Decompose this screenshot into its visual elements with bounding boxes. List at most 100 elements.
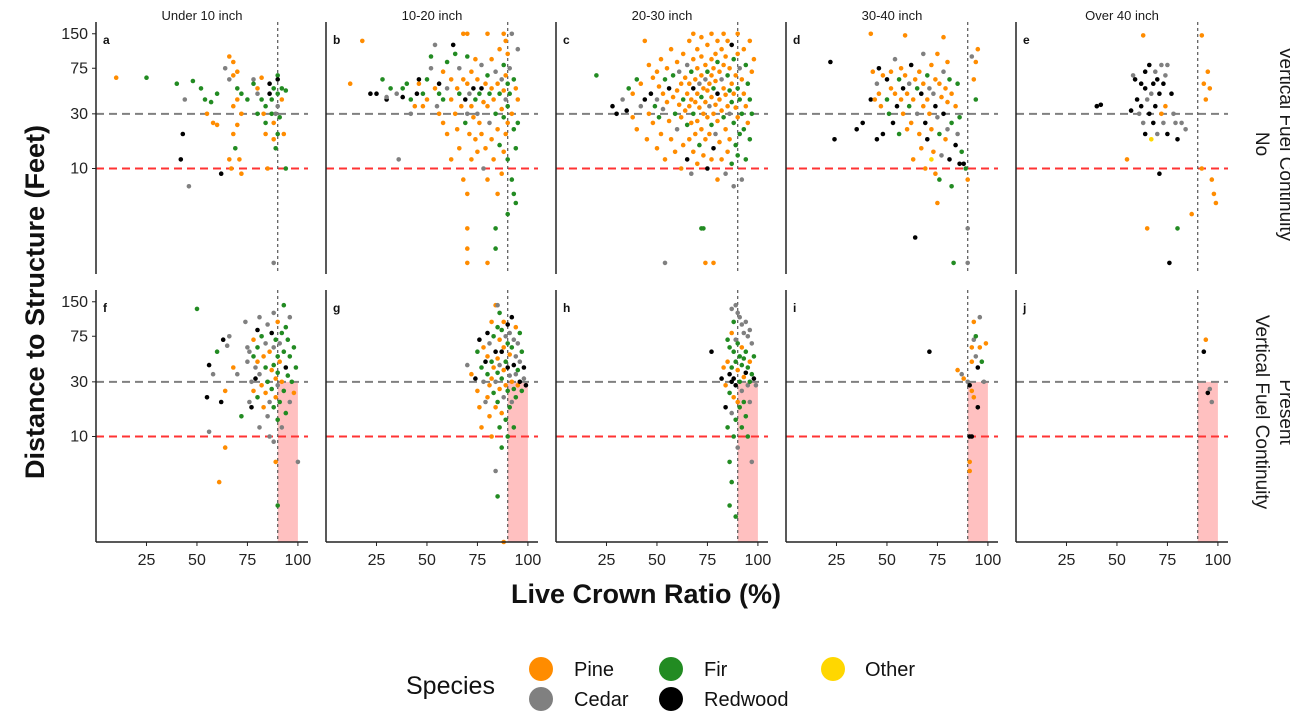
data-point-fir [739, 111, 745, 117]
data-point-pine [949, 91, 954, 96]
data-point-cedar [921, 51, 926, 57]
data-point-redwood [1153, 103, 1158, 109]
data-point-pine [501, 367, 507, 373]
data-point-cedar [507, 373, 512, 378]
panel-tag: b [333, 33, 340, 47]
data-point-fir [680, 97, 686, 102]
data-point-pine [660, 91, 666, 96]
data-point-cedar [1209, 399, 1215, 405]
data-point-pine [483, 81, 488, 86]
data-point-fir [743, 157, 749, 162]
data-point-fir [475, 349, 480, 355]
data-point-cedar [513, 354, 519, 359]
data-point-fir [273, 146, 279, 151]
data-point-pine [497, 337, 502, 343]
data-point-cedar [1179, 120, 1184, 126]
data-point-cedar [739, 388, 745, 394]
data-point-cedar [737, 314, 742, 320]
data-point-pine [703, 260, 708, 266]
data-point-pine [261, 354, 266, 359]
data-point-fir [255, 395, 260, 400]
data-point-cedar [279, 425, 285, 430]
data-point-fir [711, 86, 716, 91]
data-point-cedar [267, 434, 272, 439]
data-point-pine [664, 99, 670, 105]
data-point-pine [467, 131, 472, 137]
data-point-pine [658, 56, 664, 62]
data-point-redwood [828, 59, 833, 65]
data-point-fir [239, 414, 244, 419]
data-point-pine [501, 319, 507, 325]
data-point-redwood [961, 161, 966, 167]
data-point-pine [483, 146, 488, 151]
data-point-cedar [747, 327, 753, 333]
legend-item-fir: Fir [659, 657, 728, 681]
data-point-pine [898, 66, 904, 71]
data-point-pine [929, 127, 934, 132]
data-point-pine [733, 73, 738, 78]
data-point-pine [473, 137, 478, 142]
data-point-pine [630, 115, 635, 120]
data-point-cedar [434, 103, 440, 109]
data-point-pine [485, 103, 490, 109]
data-point-cedar [713, 131, 718, 137]
data-point-fir [735, 86, 740, 91]
data-point-pine [499, 171, 505, 176]
data-point-redwood [1155, 77, 1160, 82]
data-point-cedar [509, 399, 515, 405]
data-point-pine [646, 111, 652, 117]
data-point-fir [737, 97, 742, 102]
data-point-pine [943, 86, 948, 91]
data-point-fir [479, 365, 484, 370]
data-point-cedar [495, 302, 500, 308]
data-point-fir [741, 356, 747, 361]
data-point-cedar [245, 345, 250, 350]
data-point-fir [519, 349, 525, 355]
legend-label-cedar: Cedar [574, 689, 629, 711]
data-point-fir [275, 91, 281, 96]
data-point-pine [717, 69, 722, 74]
data-point-cedar [253, 365, 258, 370]
legend-label-redwood: Redwood [704, 689, 789, 711]
data-point-pine [499, 410, 505, 416]
data-point-pine [719, 157, 724, 162]
data-point-redwood [1157, 91, 1162, 96]
column-strip-label: Over 40 inch [1085, 8, 1159, 23]
data-point-pine [927, 111, 932, 117]
data-point-pine [687, 103, 692, 109]
data-point-pine [723, 383, 728, 388]
data-point-cedar [467, 91, 472, 96]
data-point-pine [231, 59, 236, 65]
data-point-cedar [257, 425, 262, 430]
data-point-pine [739, 345, 745, 350]
data-point-pine [723, 54, 728, 59]
data-point-redwood [1165, 131, 1170, 137]
data-point-cedar [432, 42, 438, 48]
data-point-fir [739, 362, 745, 368]
data-point-fir [751, 354, 757, 359]
data-point-cedar [465, 111, 470, 117]
data-point-pine [725, 38, 730, 44]
data-point-cedar [396, 157, 402, 162]
data-point-fir [955, 81, 960, 86]
data-point-cedar [493, 468, 498, 474]
data-point-pine [654, 146, 660, 151]
data-point-pine [747, 359, 753, 365]
panel-tag: i [793, 301, 796, 315]
risk-zone-shading [1197, 381, 1218, 542]
data-point-pine [731, 395, 736, 400]
data-point-fir [737, 354, 742, 359]
data-point-cedar [906, 81, 912, 86]
data-point-fir [275, 354, 281, 359]
data-point-cedar [662, 260, 668, 266]
data-point-cedar [674, 127, 680, 132]
legend-title: Species [406, 672, 495, 700]
data-point-redwood [275, 77, 281, 82]
data-point-pine [231, 103, 236, 109]
data-point-pine [491, 365, 496, 370]
data-point-pine [279, 97, 285, 102]
data-point-fir [263, 103, 268, 109]
data-point-fir [727, 390, 732, 396]
data-point-fir [731, 120, 736, 126]
data-point-pine [709, 73, 714, 78]
